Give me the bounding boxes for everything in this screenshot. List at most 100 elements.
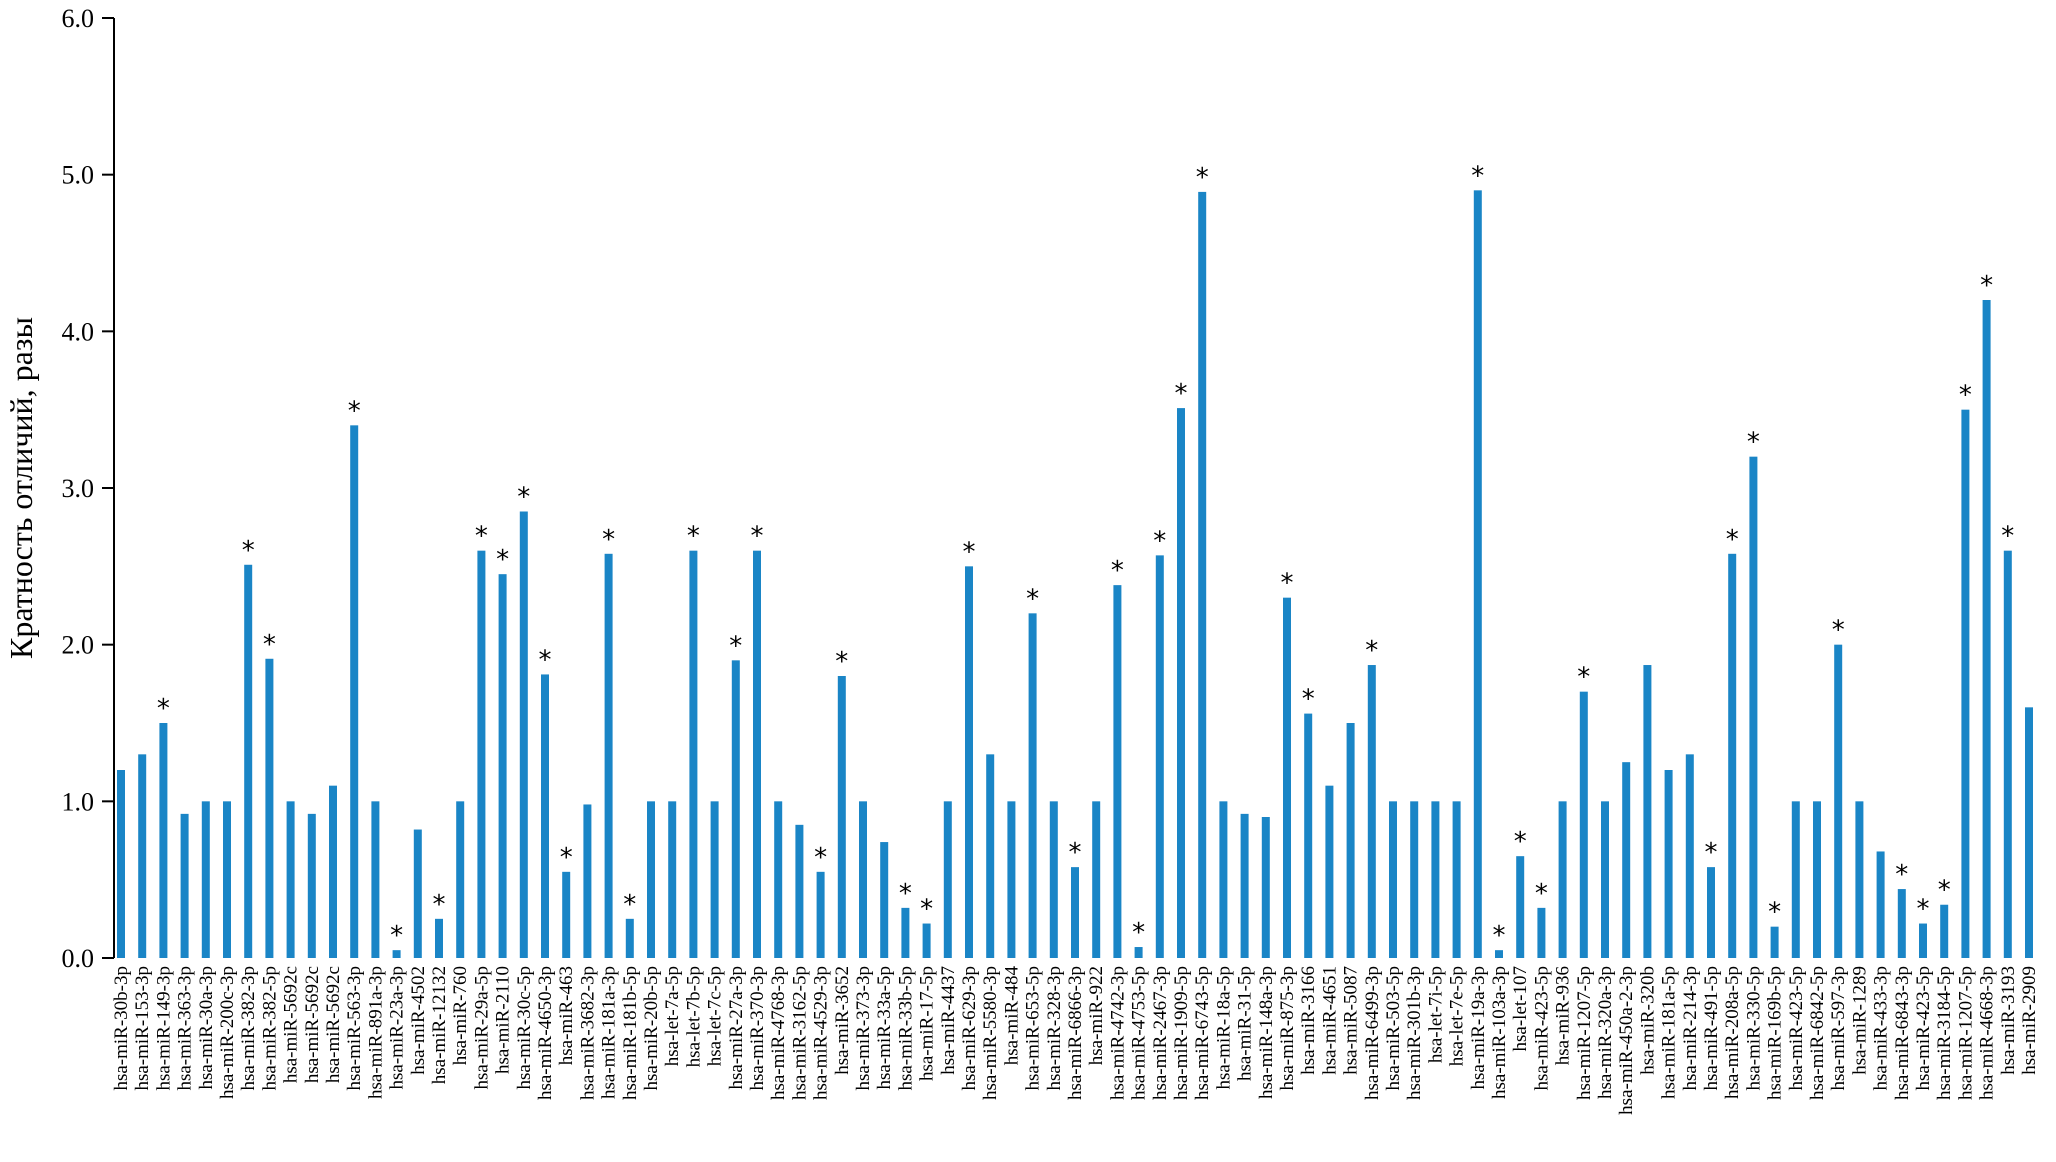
- bar: [1092, 801, 1101, 958]
- significance-marker: *: [1980, 271, 1993, 301]
- bar: [1685, 754, 1694, 958]
- significance-marker: *: [1111, 556, 1124, 586]
- category-label: hsa-miR-31-5p: [1235, 966, 1256, 1081]
- bar: [456, 801, 465, 958]
- bar: [1897, 889, 1906, 958]
- category-label: hsa-miR-328-3p: [1044, 966, 1065, 1091]
- significance-marker: *: [1302, 685, 1315, 715]
- bar: [371, 801, 380, 958]
- significance-marker: *: [1514, 827, 1527, 857]
- category-label: hsa-miR-363-3p: [175, 966, 196, 1091]
- category-label: hsa-miR-922: [1086, 966, 1107, 1065]
- category-label: hsa-miR-597-3p: [1828, 966, 1849, 1091]
- significance-marker: *: [517, 483, 530, 513]
- bars: [117, 190, 2033, 959]
- significance-marker: *: [263, 630, 276, 660]
- significance-marker: *: [729, 631, 742, 661]
- bar: [986, 754, 995, 958]
- significance-markers: * * * * * * * * * * * * * * * * * * * * * * * * * * * * * * * * * * * * * * * *…: [157, 161, 2014, 951]
- bar: [1389, 801, 1397, 958]
- category-label: hsa-miR-33b-5p: [895, 966, 916, 1091]
- significance-marker: *: [1175, 379, 1188, 409]
- bar: [1834, 644, 1843, 958]
- bar: [1728, 553, 1737, 958]
- category-label: hsa-miR-181a-3p: [599, 966, 620, 1099]
- category-label: hsa-miR-3682-3p: [577, 966, 598, 1100]
- bar: [1622, 762, 1631, 958]
- significance-marker: *: [814, 843, 827, 873]
- category-label: hsa-let-7c-5p: [705, 966, 726, 1066]
- significance-marker: *: [1726, 525, 1739, 555]
- y-tick-label: 2.0: [62, 631, 95, 660]
- bar: [1431, 801, 1440, 958]
- bar: [1579, 691, 1588, 958]
- bar: [180, 813, 189, 958]
- significance-marker: *: [1026, 584, 1039, 614]
- category-label: hsa-miR-5692c: [323, 966, 344, 1083]
- category-label: hsa-miR-181a-5p: [1659, 966, 1680, 1099]
- significance-marker: *: [496, 545, 509, 575]
- bar: [859, 801, 867, 958]
- category-label: hsa-miR-19a-3p: [1468, 966, 1489, 1089]
- category-label: hsa-miR-3652: [832, 966, 853, 1075]
- y-tick-label: 5.0: [62, 161, 95, 190]
- significance-marker: *: [348, 396, 361, 426]
- significance-marker: *: [242, 536, 255, 566]
- bar: [837, 676, 846, 958]
- category-label: hsa-miR-2110: [493, 966, 514, 1074]
- category-label: hsa-miR-6843-3p: [1892, 966, 1913, 1100]
- category-label: hsa-miR-17-5p: [917, 966, 938, 1081]
- category-label: hsa-miR-6842-5p: [1807, 966, 1828, 1100]
- category-label: hsa-miR-563-3p: [344, 966, 365, 1091]
- category-label: hsa-miR-30b-3p: [111, 966, 132, 1091]
- significance-marker: *: [1365, 636, 1378, 666]
- bar: [413, 829, 422, 958]
- bar: [1325, 785, 1334, 958]
- bar: [477, 550, 486, 958]
- bar: [1749, 456, 1758, 958]
- significance-marker: *: [475, 522, 488, 552]
- category-label: hsa-miR-423-5p: [1531, 966, 1552, 1091]
- category-label: hsa-miR-23a-3p: [387, 966, 408, 1089]
- significance-marker: *: [1535, 879, 1548, 909]
- significance-marker: *: [1959, 381, 1972, 411]
- y-tick-label: 6.0: [62, 4, 95, 33]
- bar: [816, 871, 825, 958]
- significance-marker: *: [1577, 663, 1590, 693]
- category-label: hsa-let-7i-5p: [1425, 966, 1446, 1063]
- category-label: hsa-miR-484: [1001, 966, 1022, 1066]
- bar: [392, 950, 401, 958]
- bar: [2025, 707, 2033, 958]
- bar: [1791, 801, 1800, 958]
- bar: [1367, 665, 1376, 958]
- category-label: hsa-miR-629-3p: [959, 966, 980, 1091]
- bar: [1071, 867, 1079, 958]
- y-tick-label: 3.0: [62, 474, 95, 503]
- category-label: hsa-let-7a-5p: [662, 966, 683, 1066]
- significance-marker: *: [1132, 918, 1145, 948]
- significance-marker: *: [1493, 921, 1506, 951]
- category-label: hsa-miR-153-3p: [132, 966, 153, 1091]
- category-label: hsa-miR-433-3p: [1871, 966, 1892, 1091]
- category-label: hsa-miR-4768-3p: [768, 966, 789, 1100]
- bar: [117, 770, 125, 958]
- category-label: hsa-miR-4437: [938, 966, 959, 1075]
- significance-marker: *: [623, 890, 636, 920]
- bar: [1919, 923, 1927, 958]
- significance-marker: *: [1153, 526, 1166, 556]
- bar: [1452, 801, 1461, 958]
- category-label: hsa-miR-653-5p: [1023, 966, 1044, 1091]
- bar: [943, 801, 952, 958]
- category-label: hsa-miR-103a-3p: [1489, 966, 1510, 1099]
- significance-marker: *: [920, 895, 933, 925]
- category-label: hsa-let-7b-5p: [683, 966, 704, 1067]
- category-label: hsa-miR-12132: [429, 966, 450, 1084]
- bar: [710, 801, 719, 958]
- bar: [1155, 555, 1164, 958]
- category-label: hsa-miR-6866-3p: [1065, 966, 1086, 1100]
- category-label: hsa-miR-169b-5p: [1765, 966, 1786, 1100]
- category-label: hsa-miR-6499-3p: [1362, 966, 1383, 1100]
- bar: [519, 511, 528, 958]
- significance-marker: *: [1768, 898, 1781, 928]
